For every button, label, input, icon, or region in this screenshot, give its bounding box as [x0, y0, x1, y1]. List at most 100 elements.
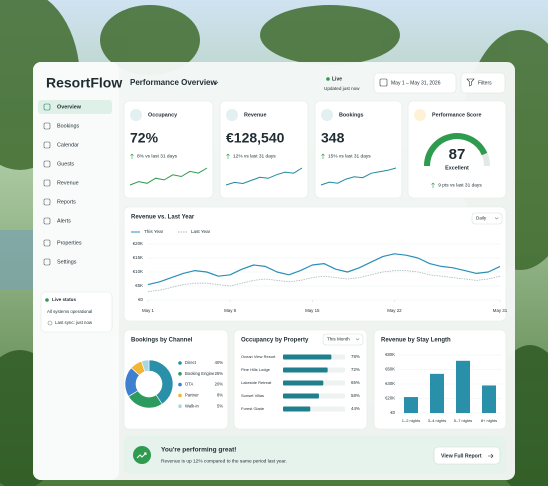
bar [283, 380, 324, 386]
nav-icon [43, 198, 51, 206]
nav-item[interactable]: Bookings [57, 123, 79, 129]
legend-dot [178, 372, 182, 376]
chart-title: Revenue by Stay Length [381, 338, 451, 344]
report-arrow [488, 453, 494, 459]
title-caret [213, 81, 219, 85]
value-label: 8% [217, 393, 223, 398]
nav-item[interactable]: Overview [57, 104, 82, 110]
report-button-label[interactable]: View Full Report [441, 453, 482, 459]
date-range[interactable]: May 1 – May 31, 2026 [391, 80, 441, 86]
y-tick-label: €60K [385, 367, 395, 372]
nav: Overview Bookings Calendar Guests Revenue Rep… [38, 100, 112, 265]
category-label: Forest Glade [241, 406, 265, 411]
bar [283, 367, 328, 373]
value-label: 5% [217, 403, 223, 408]
x-tick-label: May 15 [305, 308, 320, 313]
legend-label: Last Year [191, 229, 211, 234]
series-line [147, 253, 501, 286]
kpi-card [123, 100, 214, 199]
kpi-icon [130, 109, 142, 121]
kpi-up-arrow [321, 153, 325, 159]
value-label: 40% [215, 360, 224, 365]
nav-icon [43, 258, 51, 266]
value-label: 20% [215, 382, 224, 387]
charts: Revenue vs. Last Year Daily €0 €5K €10K €15K €… [123, 206, 508, 430]
kpi-change: 8% vs last 31 days [137, 153, 178, 159]
nav-item[interactable]: Settings [57, 259, 77, 265]
kpi-sparkline [129, 167, 208, 186]
y-tick-label: €5K [135, 283, 143, 288]
value-label: 25% [215, 371, 224, 376]
value-label: 78% [351, 354, 360, 359]
legend-label: Partner [185, 393, 199, 398]
value-label: 44% [351, 406, 360, 411]
bar [456, 360, 470, 413]
kpi-up-arrow [431, 182, 435, 188]
dropdown-caret [494, 217, 499, 220]
nav-item[interactable]: Properties [57, 240, 82, 246]
kpi-up-arrow [226, 153, 230, 159]
y-tick-label: €20K [133, 241, 143, 246]
nav-item[interactable]: Alerts [57, 218, 71, 224]
bar [283, 393, 319, 399]
logo: ResortFlow [46, 75, 122, 91]
score-value: 87 [449, 146, 466, 163]
dropdown[interactable] [322, 333, 364, 346]
nav-icon [43, 179, 51, 187]
score-rating: Excellent [445, 165, 469, 171]
gauge-value [424, 133, 488, 167]
nav-icon [43, 239, 51, 247]
chart-title: Revenue vs. Last Year [131, 215, 195, 221]
nav-icon [43, 217, 51, 225]
legend-label: Walk-in [185, 403, 199, 408]
chart-card [123, 206, 507, 322]
dropdown[interactable] [471, 212, 503, 225]
category-label: Pine Hills Lodge [241, 367, 271, 372]
kpi-icon [414, 109, 426, 121]
bar [404, 397, 418, 413]
kpi-card [314, 100, 403, 199]
kpi-icon [226, 109, 238, 121]
donut-segment [141, 359, 150, 373]
status-box [40, 291, 113, 333]
kpi-card [219, 100, 309, 199]
kpi-label: Occupancy [148, 112, 177, 118]
kpi-value: 72% [130, 130, 159, 146]
banner-message: Revenue is up 12% compared to the same p… [161, 458, 287, 464]
kpi-label: Bookings [339, 112, 364, 118]
bar [482, 385, 496, 413]
date-picker[interactable] [373, 72, 457, 94]
kpi-change: 9 pts vs last 31 days [438, 182, 482, 188]
kpi-icon [321, 109, 333, 121]
nav-icon [43, 103, 51, 111]
filters-button[interactable] [460, 72, 506, 94]
y-tick-label: €20K [385, 396, 395, 401]
nav-item[interactable]: Calendar [57, 142, 79, 148]
y-tick-label: €0 [138, 297, 143, 302]
filters-label[interactable]: Filters [478, 80, 492, 86]
category-label: Ocean View Resort [241, 354, 276, 359]
dropdown-caret [355, 338, 360, 341]
kpi-label: Revenue [244, 112, 266, 118]
x-tick-label: 5–7 nights [454, 418, 472, 423]
category-label: Lakeside Retreat [241, 380, 272, 385]
bar [430, 373, 444, 413]
banner [124, 436, 506, 474]
status-message: All systems operational [47, 309, 92, 314]
lake [0, 230, 34, 290]
kpi-up-arrow [130, 153, 134, 159]
nav-item[interactable]: Guests [57, 161, 74, 167]
series-line [147, 270, 501, 292]
status-title: Live status [52, 297, 76, 302]
y-tick-label: €10K [133, 269, 143, 274]
y-tick-label: €40K [385, 381, 395, 386]
nav-item[interactable]: Revenue [57, 180, 79, 186]
report-button[interactable] [433, 446, 501, 465]
kpi-sparkline [320, 167, 397, 186]
dropdown-label[interactable]: Daily [476, 216, 487, 221]
value-label: 58% [351, 393, 360, 398]
y-tick-label: €0 [390, 410, 395, 415]
chart-title: Occupancy by Property [241, 338, 309, 344]
dropdown-label[interactable]: This Month [327, 337, 350, 342]
nav-item[interactable]: Reports [57, 199, 76, 205]
